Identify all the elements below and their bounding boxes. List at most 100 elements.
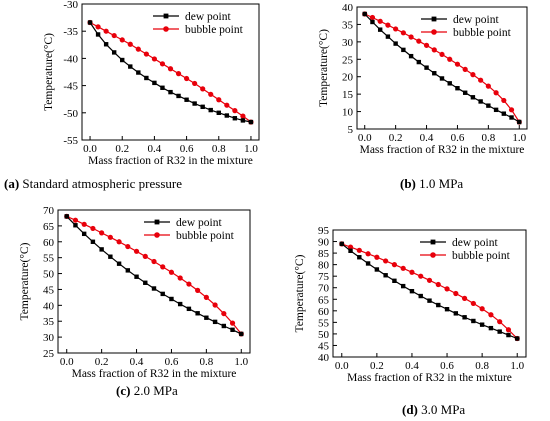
panel-b-bubble-point-marker — [493, 90, 499, 96]
panel-d-dew-point-marker — [383, 273, 388, 278]
panel-b-y-tick-label: 20 — [342, 72, 354, 84]
panel-b-dew-point-marker — [501, 111, 507, 116]
panel-b-bubble-point-marker — [369, 14, 376, 21]
panel-a-dew-point-marker — [240, 118, 246, 123]
panel-d-dew-point-marker — [479, 322, 485, 327]
panel-c-bubble-point-marker — [72, 217, 79, 223]
panel-a-x-tick-label: 1.0 — [244, 143, 258, 155]
panel-a-x-tick-label: 0.2 — [115, 143, 129, 155]
panel-a-bubble-point-marker — [175, 71, 182, 77]
panel-d-x-tick-label: 0.2 — [370, 360, 384, 372]
panel-c-bubble-point-marker — [160, 264, 166, 270]
panel-c-y-tick-label: 30 — [43, 332, 55, 344]
panel-b-dew-point-marker — [385, 34, 391, 39]
panel-b-y-tick-label: 40 — [342, 2, 354, 14]
panel-b-plot-frame — [356, 6, 528, 130]
panel-a-dew-point-marker — [152, 80, 157, 86]
panel-d-bubble-point-marker — [461, 295, 468, 301]
panel-b-x-tick-label: 0.6 — [451, 132, 465, 144]
chart-a: 0.0 0.2 0.4 0.6 0.8 1.0 -55 -50 -45 -40 -35 -30 Mass… — [43, 0, 260, 167]
panel-c-bubble-point-marker — [116, 239, 122, 245]
caption-b-letter: (b) — [400, 176, 416, 191]
panel-a-bubble-point-marker — [143, 51, 149, 57]
panel-b-dew-point-marker — [509, 115, 514, 120]
panel-b-x-tick-label: 0.8 — [481, 132, 495, 144]
panel-d-bubble-point-marker — [497, 319, 503, 325]
panel-d-y-tick-label: 75 — [318, 271, 330, 283]
panel-a-x-tick-label: 0.8 — [212, 143, 226, 155]
caption-c: (c) 2.0 MPa — [116, 383, 178, 399]
panel-d-y-tick-label: 70 — [318, 283, 330, 295]
panel-b-y-tick-label: 35 — [342, 19, 354, 31]
panel-b-legend-bubble-point-label: bubble point — [453, 27, 512, 39]
panel-c-bubble-point-marker — [221, 310, 227, 317]
caption-c-text: 2.0 MPa — [130, 383, 178, 398]
panel-c-dew-point-marker — [64, 214, 69, 219]
chart-b: 0.0 0.2 0.4 0.6 0.8 1.0 5 10 15 20 25 30 35 40 Mass fr… — [318, 2, 528, 156]
panel-b-y-tick-label: 5 — [348, 124, 354, 136]
panel-c-plot-frame — [57, 209, 251, 354]
panel-d-legend-dew-point-marker — [430, 239, 436, 245]
panel-a-bubble-point-marker — [208, 91, 214, 97]
panel-c-y-axis-title: Temperature(°C) — [19, 242, 31, 320]
panel-c-dew-point-marker — [160, 291, 165, 297]
panel-b-dew-point-marker — [486, 103, 491, 108]
panel-c-dew-point-marker — [169, 296, 174, 302]
caption-d: (d) 3.0 MPa — [402, 402, 465, 418]
panel-c-legend-bubble-point-label: bubble point — [176, 230, 235, 242]
caption-b: (b) 1.0 MPa — [400, 176, 463, 192]
panel-b-dew-point-marker — [424, 65, 429, 70]
panel-a-x-axis-title: Mass fraction of R32 in the mixture — [88, 155, 253, 167]
panel-d-bubble-point-marker — [453, 290, 459, 297]
panel-c-x-tick-label: 0.0 — [60, 356, 74, 368]
panel-c-dew-point-marker — [125, 268, 131, 273]
panel-c-dew-point-marker — [90, 239, 96, 244]
panel-c-bubble-point-marker — [133, 248, 140, 254]
panel-a-y-tick-label: -50 — [63, 108, 78, 120]
panel-d-bubble-point-marker — [418, 273, 424, 279]
panel-c-y-tick-label: 50 — [43, 269, 55, 281]
panel-c-bubble-point-marker — [203, 294, 209, 300]
panel-a-bubble-point-marker — [200, 86, 206, 92]
panel-d-dew-point-marker — [348, 248, 353, 253]
panel-b-x-tick-label: 0.4 — [420, 132, 434, 144]
panel-a-bubble-point-marker — [167, 66, 174, 72]
panel-c-x-axis-title: Mass fraction of R32 in the mixture — [72, 368, 237, 380]
panel-a-dew-point-marker — [176, 93, 181, 99]
panel-b-bubble-point-marker — [478, 77, 484, 83]
panel-a-bubble-point-marker — [111, 32, 117, 39]
panel-d-dew-point-marker — [506, 332, 511, 338]
panel-a-y-tick-label: -30 — [63, 0, 78, 11]
panel-b-bubble-point-marker — [470, 72, 476, 78]
panel-b-bubble-point-marker — [416, 38, 422, 44]
panel-c-dew-point-marker — [186, 306, 192, 312]
panel-d-y-tick-label: 80 — [318, 260, 330, 272]
panel-d-y-tick-label: 50 — [318, 329, 330, 341]
panel-d-y-tick-label: 85 — [318, 248, 330, 260]
caption-d-letter: (d) — [402, 402, 418, 417]
panel-d-bubble-point-marker — [391, 262, 398, 268]
panel-c-dew-point-marker — [212, 319, 218, 325]
panel-c-y-tick-label: 45 — [43, 284, 55, 296]
panel-a-dew-point-marker — [111, 50, 117, 55]
panel-c-y-tick-label: 55 — [43, 253, 55, 265]
panel-c-dew-point-marker — [143, 280, 148, 285]
panel-d-legend-bubble-point-marker — [430, 252, 436, 258]
panel-a-bubble-point-marker — [103, 28, 109, 34]
panel-b-dew-point-marker — [401, 47, 406, 53]
panel-a-bubble-point-marker — [183, 75, 190, 82]
panel-a-dew-point-marker — [184, 97, 189, 102]
panel-b-dew-point-marker — [362, 11, 367, 17]
panel-d-dew-point-marker — [497, 329, 502, 334]
panel-b-dew-point-marker — [493, 107, 499, 113]
panel-b-legend-dew-point-label: dew point — [453, 14, 499, 26]
panel-a-dew-point-marker — [168, 89, 173, 95]
panel-d-dew-point-marker — [462, 315, 467, 320]
caption-a: (a) Standard atmospheric pressure — [4, 176, 182, 192]
panel-d-bubble-point-marker — [505, 327, 512, 333]
panel-b-x-axis-title: Mass fraction of R32 in the mixture — [360, 144, 525, 156]
panel-d-bubble-point-marker — [347, 244, 354, 250]
panel-a-dew-point-marker — [103, 42, 109, 47]
panel-a-legend-dew-point-label: dew point — [185, 11, 231, 23]
panel-b-bubble-point-marker — [385, 22, 391, 28]
